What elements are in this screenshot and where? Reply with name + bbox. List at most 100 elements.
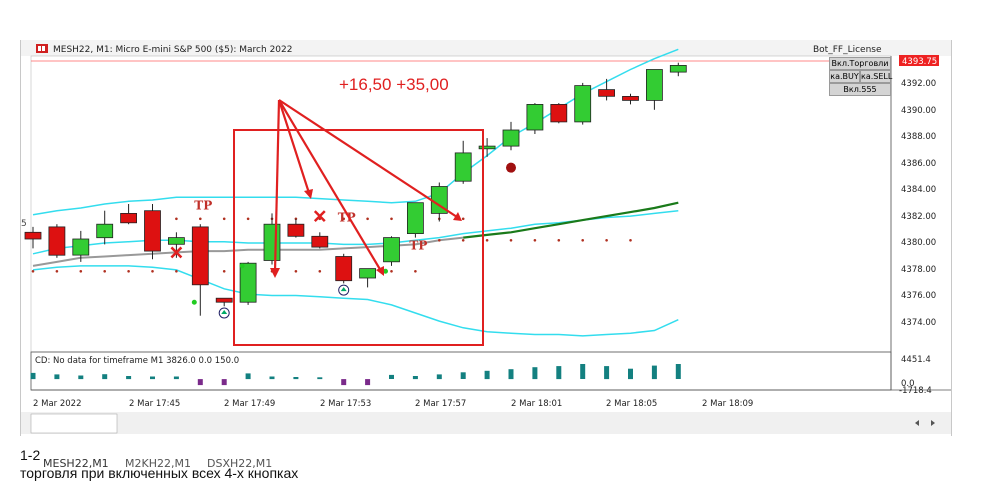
cd-bar bbox=[389, 374, 394, 379]
chart-canvas[interactable]: MESH22, M1: Micro E-mini S&P 500 ($5): M… bbox=[21, 40, 951, 436]
bull-candle bbox=[359, 268, 377, 279]
price-tick-label: 4380.00 bbox=[901, 238, 936, 248]
time-tick-label: 2 Mar 2022 bbox=[33, 399, 81, 409]
cd-bar bbox=[293, 377, 299, 380]
bear-candle bbox=[24, 231, 42, 240]
bull-candle bbox=[96, 223, 114, 239]
indicator-name: Bot_FF_License bbox=[813, 45, 882, 55]
subwindow-label: CD: No data for timeframe M1 3826.0 0.0 … bbox=[35, 356, 239, 366]
bear-candle bbox=[335, 256, 353, 282]
toggle-555-button[interactable]: Вкл.555 bbox=[829, 83, 891, 96]
time-tick-label: 2 Mar 17:57 bbox=[415, 399, 466, 409]
cd-bar bbox=[580, 364, 586, 379]
price-tick-label: 4390.00 bbox=[901, 106, 936, 116]
price-tick-label: 4388.00 bbox=[901, 132, 936, 142]
close-mark-icon bbox=[170, 246, 183, 259]
signal-dot bbox=[390, 217, 393, 221]
signal-dot bbox=[509, 239, 513, 242]
signal-dot bbox=[581, 239, 584, 242]
price-tick-label: 4378.00 bbox=[901, 265, 936, 275]
signal-dot bbox=[557, 239, 561, 242]
bear-candle bbox=[144, 210, 161, 252]
toggle-buy-button[interactable]: ка.BUY bbox=[829, 70, 860, 83]
signal-dot bbox=[438, 239, 441, 242]
green-dot bbox=[383, 268, 388, 274]
bear-candle bbox=[622, 96, 639, 101]
profit-annotation: +16,50 +35,00 bbox=[339, 75, 449, 94]
cd-bar bbox=[245, 373, 251, 380]
tab-scroll-icon[interactable] bbox=[915, 420, 935, 426]
signal-dot bbox=[246, 217, 250, 221]
price-axis: 4392.00 4390.00 4388.00 4386.00 4384.00 … bbox=[901, 79, 936, 328]
signal-dot bbox=[342, 217, 346, 221]
tab-dsxh22[interactable]: DSXH22,M1 bbox=[207, 457, 273, 470]
caption-line-1: 1-2 bbox=[20, 447, 41, 463]
price-tick-label: 4376.00 bbox=[901, 291, 936, 301]
signal-dot bbox=[31, 270, 35, 273]
signal-dot bbox=[79, 270, 83, 273]
signal-dot bbox=[318, 270, 322, 273]
signal-dot bbox=[461, 217, 465, 221]
bear-candle bbox=[48, 226, 66, 256]
current-price-tag bbox=[899, 55, 939, 66]
bull-candle bbox=[383, 237, 400, 263]
sub-tick-label: -1718.4 bbox=[899, 386, 932, 396]
toggle-sell-button[interactable]: ка.SELL bbox=[860, 70, 893, 83]
current-price-label: 4393.75 bbox=[902, 57, 937, 67]
cd-bar bbox=[221, 379, 227, 386]
left-edge-label: 5 bbox=[21, 219, 27, 229]
caption-line-2: торговля при включенных всех 4-х кнопках bbox=[20, 465, 299, 481]
cd-bar bbox=[102, 374, 108, 380]
time-tick-label: 2 Mar 18:05 bbox=[606, 399, 657, 409]
signal-dot bbox=[366, 217, 369, 221]
toggle-trading-button[interactable]: Вкл.Торговли bbox=[829, 57, 891, 70]
cd-bar bbox=[484, 370, 490, 380]
lower-band-line bbox=[32, 265, 679, 337]
cd-bar bbox=[54, 374, 60, 380]
caption: 1-2 торговля при включенных всех 4-х кно… bbox=[20, 446, 298, 482]
sub-tick-label: 4451.4 bbox=[901, 355, 931, 365]
bear-candle bbox=[287, 223, 305, 237]
tp-label: TP bbox=[194, 198, 212, 212]
signal-dot bbox=[629, 239, 632, 242]
bull-candle bbox=[406, 202, 424, 234]
cd-bar bbox=[269, 376, 275, 380]
tab-mesh22[interactable]: MESH22,M1 bbox=[43, 457, 109, 470]
entry-arrow-icon bbox=[221, 309, 228, 314]
bear-candle bbox=[120, 212, 137, 224]
cd-bar bbox=[651, 365, 657, 380]
cd-bar bbox=[341, 379, 347, 386]
signal-circle-icon bbox=[506, 162, 516, 173]
tp-label: TP bbox=[409, 239, 427, 253]
candles bbox=[24, 62, 687, 316]
bull-candle bbox=[646, 69, 663, 101]
upper-band-line bbox=[32, 48, 679, 216]
sub-tick-label: 0.0 bbox=[901, 379, 915, 389]
close-mark-icon bbox=[313, 210, 326, 222]
tab-m2kh22[interactable]: M2KH22,M1 bbox=[125, 457, 191, 470]
bull-candle bbox=[263, 223, 281, 261]
bull-candle bbox=[526, 104, 544, 131]
bull-candle bbox=[239, 262, 257, 303]
signal-dot bbox=[55, 270, 59, 273]
signal-dot bbox=[151, 270, 154, 273]
cd-bar bbox=[460, 372, 466, 379]
time-tick-label: 2 Mar 17:45 bbox=[129, 399, 180, 409]
window-title: MESH22, M1: Micro E-mini S&P 500 ($5): M… bbox=[53, 45, 292, 55]
chart-window[interactable]: MESH22, M1: Micro E-mini S&P 500 ($5): M… bbox=[20, 40, 952, 470]
bear-candle bbox=[550, 104, 568, 123]
title-bar bbox=[21, 40, 951, 56]
highlight-box bbox=[233, 129, 484, 346]
signal-dot bbox=[485, 239, 489, 242]
cd-bar bbox=[365, 379, 371, 386]
signal-dot bbox=[533, 239, 537, 242]
signal-dot bbox=[390, 270, 393, 273]
cd-bar bbox=[412, 376, 418, 380]
time-tick-label: 2 Mar 18:01 bbox=[511, 399, 562, 409]
price-tick-label: 4382.00 bbox=[901, 212, 936, 222]
bull-candle bbox=[502, 129, 520, 147]
cd-bar bbox=[532, 367, 538, 380]
green-dot bbox=[191, 299, 197, 305]
cd-bar bbox=[508, 369, 514, 380]
